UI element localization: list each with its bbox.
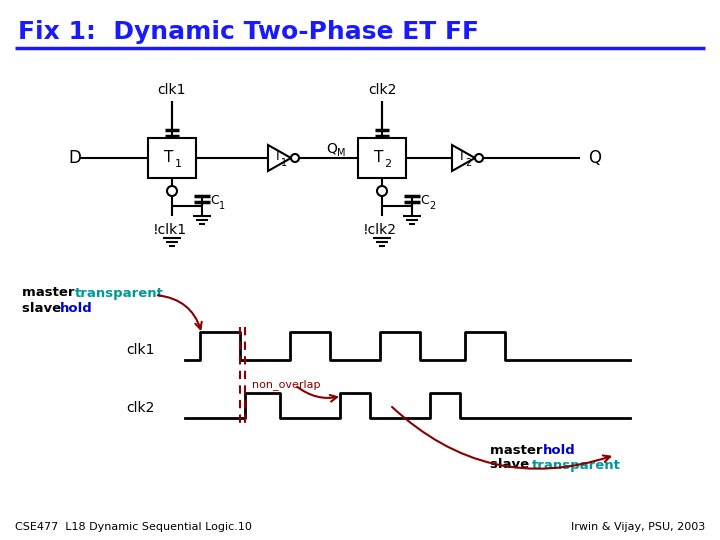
Text: C: C: [211, 194, 220, 207]
Text: I: I: [460, 150, 464, 163]
Text: non_overlap: non_overlap: [252, 380, 320, 390]
Text: !clk2: !clk2: [363, 223, 397, 237]
Text: slave: slave: [490, 458, 534, 471]
Text: clk1: clk1: [158, 83, 186, 97]
Text: hold: hold: [543, 443, 576, 456]
Text: 1: 1: [219, 201, 225, 211]
Text: Q: Q: [588, 149, 601, 167]
Text: 1: 1: [281, 158, 287, 168]
Text: C: C: [420, 194, 429, 207]
Text: T: T: [374, 150, 384, 165]
Circle shape: [291, 154, 299, 162]
Text: D: D: [68, 149, 81, 167]
Text: Irwin & Vijay, PSU, 2003: Irwin & Vijay, PSU, 2003: [571, 522, 705, 532]
Text: 2: 2: [429, 201, 435, 211]
Text: hold: hold: [60, 301, 93, 314]
Text: !clk1: !clk1: [153, 223, 187, 237]
Text: 2: 2: [384, 159, 392, 169]
Bar: [148, 138, 196, 178]
Text: I: I: [276, 150, 280, 163]
FancyArrowPatch shape: [158, 295, 202, 329]
Text: M: M: [337, 148, 346, 158]
Bar: [358, 138, 406, 178]
Text: transparent: transparent: [532, 458, 621, 471]
Text: Fix 1:  Dynamic Two-Phase ET FF: Fix 1: Dynamic Two-Phase ET FF: [18, 20, 479, 44]
Text: master: master: [490, 443, 547, 456]
Text: clk1: clk1: [127, 343, 155, 357]
Text: 1: 1: [174, 159, 181, 169]
Text: slave: slave: [22, 301, 66, 314]
Text: clk2: clk2: [127, 401, 155, 415]
Text: Q: Q: [327, 141, 338, 155]
Circle shape: [167, 186, 177, 196]
Circle shape: [377, 186, 387, 196]
Circle shape: [475, 154, 483, 162]
Text: transparent: transparent: [75, 287, 164, 300]
Text: master: master: [22, 287, 79, 300]
Text: CSE477  L18 Dynamic Sequential Logic.10: CSE477 L18 Dynamic Sequential Logic.10: [15, 522, 252, 532]
Text: T: T: [164, 150, 174, 165]
Text: 2: 2: [465, 158, 471, 168]
FancyArrowPatch shape: [392, 407, 610, 469]
FancyArrowPatch shape: [297, 387, 337, 402]
Text: clk2: clk2: [368, 83, 396, 97]
